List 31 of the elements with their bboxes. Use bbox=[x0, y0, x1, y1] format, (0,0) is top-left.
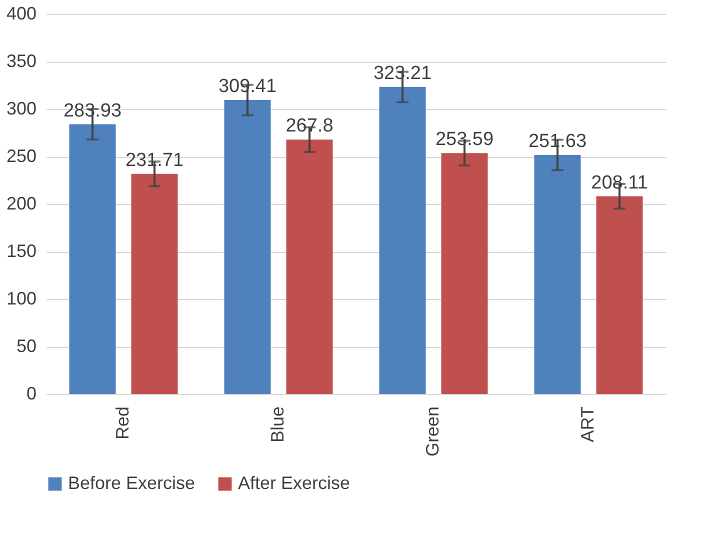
bar bbox=[534, 154, 581, 394]
y-tick-label: 50 bbox=[16, 336, 36, 356]
y-tick-label: 0 bbox=[26, 384, 36, 404]
y-tick-label: 150 bbox=[6, 241, 36, 261]
data-label: 283.93 bbox=[63, 100, 122, 122]
bar bbox=[69, 124, 116, 394]
data-label: 253.59 bbox=[435, 129, 494, 150]
y-tick-label: 300 bbox=[6, 98, 36, 118]
data-label: 251.63 bbox=[528, 130, 587, 152]
data-label: 231.71 bbox=[125, 150, 184, 171]
bar bbox=[286, 140, 333, 394]
bar bbox=[596, 196, 643, 394]
y-tick-label: 200 bbox=[6, 194, 36, 214]
bar bbox=[224, 100, 271, 394]
bar bbox=[379, 86, 426, 394]
legend-label: After Exercise bbox=[238, 473, 350, 493]
data-label: 267.8 bbox=[286, 116, 334, 137]
y-tick-label: 100 bbox=[6, 288, 36, 308]
x-tick-label: Blue bbox=[268, 406, 288, 443]
x-tick-label: ART bbox=[578, 406, 598, 442]
legend-label: Before Exercise bbox=[68, 473, 196, 493]
x-tick-label: Green bbox=[422, 406, 442, 457]
data-label: 323.21 bbox=[373, 62, 432, 84]
y-tick-label: 400 bbox=[6, 4, 36, 24]
bar bbox=[131, 174, 178, 394]
data-label: 208.11 bbox=[591, 172, 648, 194]
y-tick-label: 250 bbox=[6, 146, 36, 166]
x-tick-label: Red bbox=[112, 406, 132, 440]
bar bbox=[441, 153, 488, 394]
y-tick-label: 350 bbox=[6, 51, 36, 71]
data-label: 309.41 bbox=[218, 76, 277, 98]
